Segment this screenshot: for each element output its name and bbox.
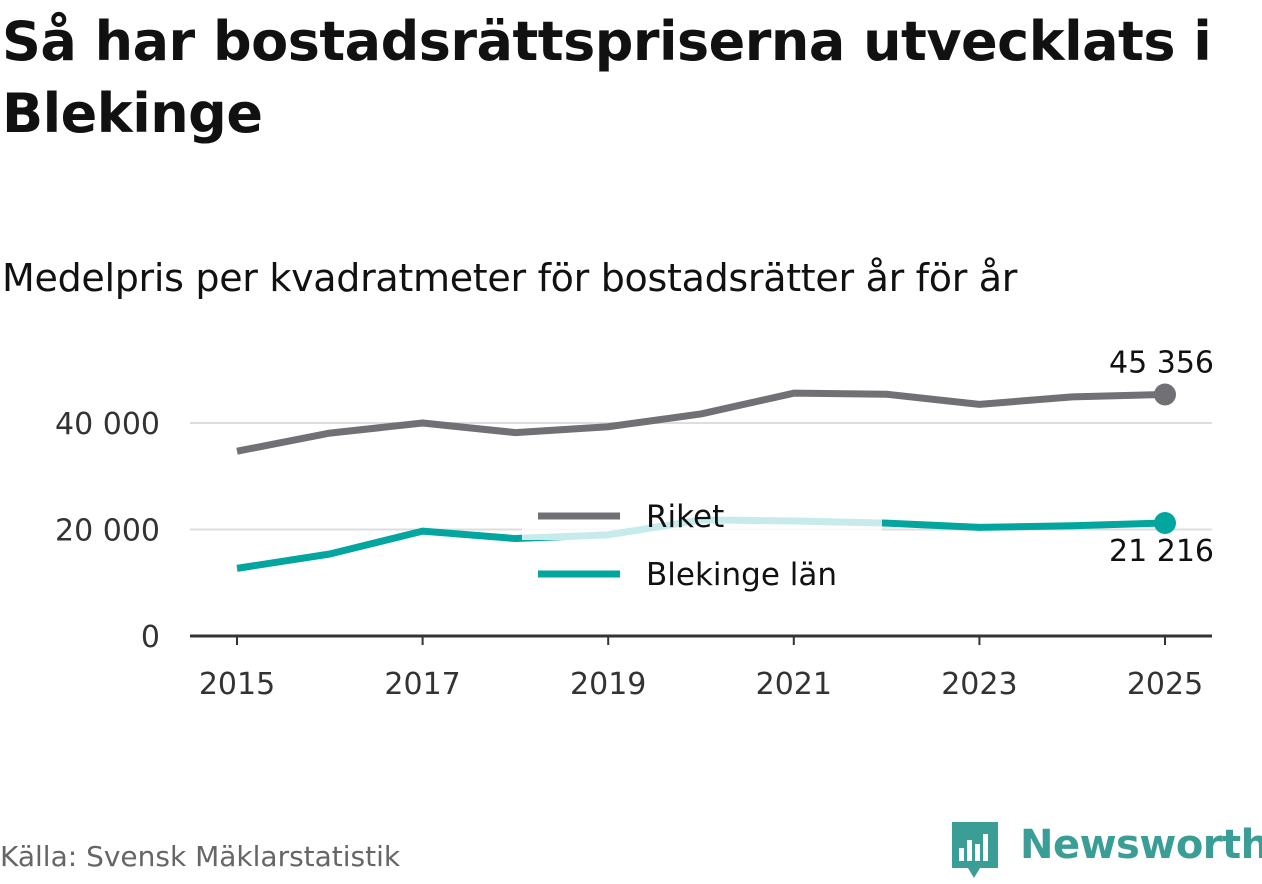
end-dot-riket	[1154, 383, 1176, 406]
source-note: Källa: Svensk Mäklarstatistik	[0, 840, 401, 873]
chart-subtitle: Medelpris per kvadratmeter för bostadsrä…	[2, 256, 1018, 300]
end-label-riket: 45 356	[1109, 345, 1214, 380]
x-tick-label: 2019	[570, 667, 646, 702]
x-tick-label: 2025	[1127, 667, 1203, 702]
x-tick-label: 2015	[199, 667, 275, 702]
x-tick-label: 2023	[941, 667, 1017, 702]
x-tick-label: 2017	[384, 667, 460, 702]
end-label-blekinge: 21 216	[1109, 534, 1214, 569]
newsworthy-logo[interactable]: Newsworthy	[950, 818, 1262, 878]
newsworthy-logo-icon	[952, 822, 998, 878]
brand-name: Newsworthy	[1020, 822, 1262, 868]
y-tick-label: 0	[141, 620, 160, 655]
legend-label: Blekinge län	[646, 557, 837, 593]
legend-backdrop	[522, 500, 882, 540]
y-tick-label: 20 000	[55, 514, 160, 549]
legend: Riket Blekinge län	[522, 499, 882, 593]
chart-title: Så har bostadsrättspriserna utvecklats i…	[2, 10, 1212, 145]
legend-label: Riket	[646, 499, 724, 535]
series-lines	[236, 389, 1166, 572]
y-axis-labels: 0 20 000 40 000	[55, 407, 160, 655]
x-axis: 2015 2017 2019 2021 2023 2025	[190, 634, 1212, 702]
x-tick-label: 2021	[756, 667, 832, 702]
y-tick-label: 40 000	[55, 407, 160, 442]
series-line-riket	[236, 389, 1166, 455]
end-dot-blekinge	[1154, 512, 1176, 535]
end-labels: 45 356 21 216	[1109, 345, 1214, 569]
